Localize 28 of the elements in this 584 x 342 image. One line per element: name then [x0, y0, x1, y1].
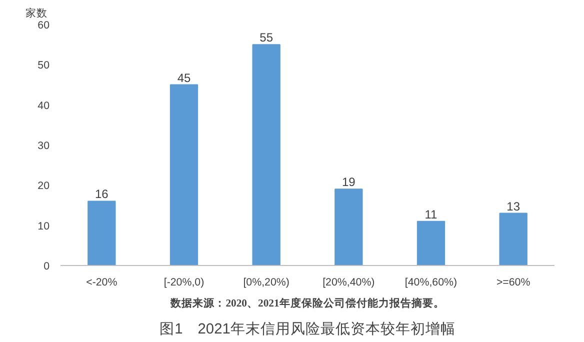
x-tick-label: [0%,20%) [243, 276, 290, 288]
data-label: 11 [424, 207, 438, 222]
x-tick-label: >=60% [496, 276, 531, 288]
y-tick-label: 30 [38, 140, 50, 152]
x-tick-label: [20%,40%) [322, 276, 375, 288]
bar [252, 44, 280, 266]
y-tick-label: 40 [38, 100, 50, 112]
y-tick-label: 20 [38, 180, 50, 192]
bar [88, 200, 116, 266]
source-note: 数据来源：2020、2021年度保险公司偿付能力报告摘要。 [170, 296, 444, 310]
bar [334, 188, 363, 266]
data-label: 13 [506, 199, 520, 214]
bar [416, 220, 446, 266]
text: 图1 2021年末信用风险最低资本较年初增幅 [160, 320, 456, 338]
y-tick-label: 0 [44, 260, 50, 272]
data-label: 16 [94, 187, 109, 202]
y-tick-label: 60 [38, 20, 50, 32]
y-tick-label: 50 [38, 60, 50, 72]
data-label: 55 [260, 30, 274, 45]
y-axis-title: 家数 [26, 6, 48, 20]
x-tick-label: <-20% [86, 276, 118, 288]
x-tick-label: [-20%,0) [164, 276, 204, 288]
bar [170, 84, 198, 266]
data-label: 45 [177, 70, 191, 85]
x-tick-label: [40%,60%) [404, 276, 458, 288]
data-label: 19 [342, 175, 356, 190]
bar [499, 212, 528, 266]
y-tick-label: 10 [38, 220, 50, 232]
